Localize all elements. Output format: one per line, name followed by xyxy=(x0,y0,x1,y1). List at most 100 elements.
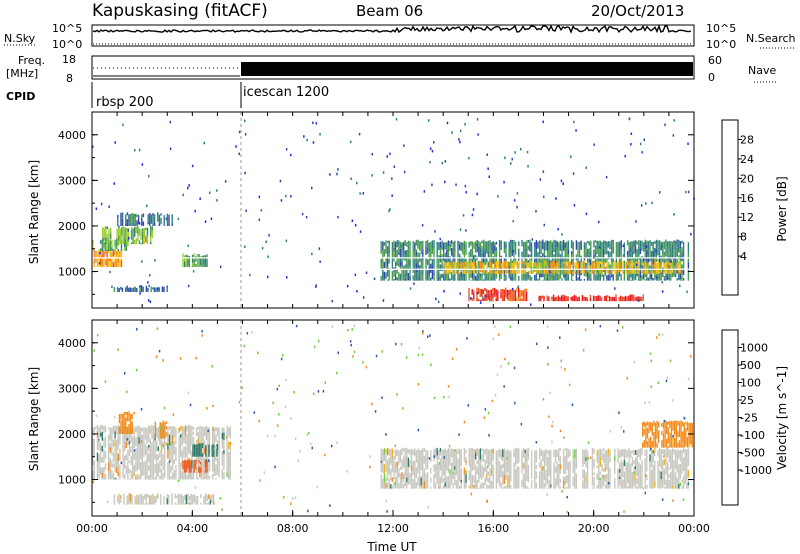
scatter-echo xyxy=(504,357,506,361)
scatter-echo xyxy=(458,433,460,436)
power-echo-region xyxy=(113,285,168,293)
scatter-echo xyxy=(395,342,397,346)
scatter-echo xyxy=(582,349,585,352)
scatter-echo xyxy=(136,368,138,372)
nsky-tick-bottom: 10^0 xyxy=(52,38,82,51)
scatter-echo xyxy=(331,325,334,328)
scatter-echo xyxy=(511,287,514,291)
scatter-echo xyxy=(450,244,452,247)
scatter-echo xyxy=(427,335,429,338)
scatter-echo xyxy=(633,471,635,475)
scatter-echo xyxy=(651,278,654,281)
scatter-echo xyxy=(246,332,249,335)
scatter-echo xyxy=(122,123,124,127)
scatter-echo xyxy=(99,251,101,255)
scatter-echo xyxy=(659,191,661,194)
scatter-echo xyxy=(329,504,331,507)
scatter-echo xyxy=(353,324,356,328)
scatter-echo xyxy=(562,182,564,185)
scatter-echo xyxy=(92,480,94,484)
scatter-echo xyxy=(635,263,638,266)
scatter-echo xyxy=(204,220,207,223)
scatter-echo xyxy=(324,381,326,384)
scatter-echo xyxy=(308,431,310,435)
scatter-echo xyxy=(303,135,305,138)
scatter-echo xyxy=(294,437,297,441)
scatter-echo xyxy=(369,455,371,458)
scatter-echo xyxy=(441,161,444,165)
cpid-mode-2: icescan 1200 xyxy=(243,85,329,100)
scatter-echo xyxy=(371,153,374,156)
scatter-echo xyxy=(417,428,420,432)
velocity-ylabel: Slant Range [km] xyxy=(27,367,41,471)
nsky-trace xyxy=(92,24,692,34)
scatter-echo xyxy=(317,390,320,393)
scatter-echo xyxy=(645,202,647,205)
scatter-echo xyxy=(179,357,182,360)
scatter-echo xyxy=(622,326,624,329)
scatter-echo xyxy=(148,174,150,178)
x-tick-label: 04:00 xyxy=(176,522,208,535)
scatter-echo xyxy=(484,408,487,411)
y-tick-label: 3000 xyxy=(58,382,86,395)
scatter-echo xyxy=(476,118,479,121)
xaxis-label: Time UT xyxy=(366,540,417,554)
freq-label-1: Freq. xyxy=(18,54,45,67)
scatter-echo xyxy=(526,150,529,154)
scatter-echo xyxy=(464,123,466,126)
power-ylabel: Slant Range [km] xyxy=(27,160,41,264)
scatter-echo xyxy=(549,391,551,395)
scatter-echo xyxy=(162,444,164,447)
scatter-echo xyxy=(191,164,194,168)
scatter-echo xyxy=(267,275,269,279)
scatter-echo xyxy=(542,120,544,124)
scatter-echo xyxy=(257,351,259,355)
scatter-echo xyxy=(209,191,211,194)
scatter-echo xyxy=(369,465,371,469)
scatter-echo xyxy=(148,299,150,302)
scatter-echo xyxy=(634,466,636,469)
scatter-echo xyxy=(467,404,469,407)
colorbar-tick-label: -500 xyxy=(740,447,765,460)
scatter-echo xyxy=(622,244,625,247)
scatter-echo xyxy=(510,162,512,165)
scatter-echo xyxy=(661,245,664,248)
scatter-echo xyxy=(520,422,523,426)
y-tick-label: 1000 xyxy=(58,474,86,487)
scatter-echo xyxy=(417,353,420,357)
scatter-echo xyxy=(385,433,387,436)
scatter-echo xyxy=(559,429,562,433)
scatter-echo xyxy=(187,244,189,248)
scatter-echo xyxy=(472,256,475,259)
nsearch-tick-top: 10^5 xyxy=(706,22,736,35)
scatter-echo xyxy=(527,165,529,168)
scatter-echo xyxy=(249,273,251,277)
scatter-echo xyxy=(548,415,550,418)
scatter-echo xyxy=(265,240,267,243)
scatter-echo xyxy=(210,217,213,220)
scatter-echo xyxy=(684,481,687,484)
scatter-echo xyxy=(113,182,115,185)
scatter-echo xyxy=(486,500,488,503)
scatter-echo xyxy=(140,440,143,443)
scatter-echo xyxy=(297,459,300,462)
scatter-echo xyxy=(687,142,689,145)
scatter-echo xyxy=(644,474,647,477)
scatter-echo xyxy=(427,119,430,122)
scatter-echo xyxy=(650,447,652,451)
scatter-echo xyxy=(238,400,241,404)
scatter-echo xyxy=(536,342,538,346)
scatter-echo xyxy=(551,424,553,428)
scatter-echo xyxy=(418,265,420,268)
nave-block xyxy=(241,62,693,76)
velocity-echo-region xyxy=(642,420,693,448)
scatter-echo xyxy=(661,281,663,284)
scatter-echo xyxy=(560,179,563,183)
scatter-echo xyxy=(365,365,368,369)
scatter-echo xyxy=(188,184,190,187)
scatter-echo xyxy=(513,199,516,202)
scatter-echo xyxy=(641,151,643,154)
scatter-echo xyxy=(438,462,441,465)
scatter-echo xyxy=(531,480,533,483)
scatter-echo xyxy=(551,440,553,444)
